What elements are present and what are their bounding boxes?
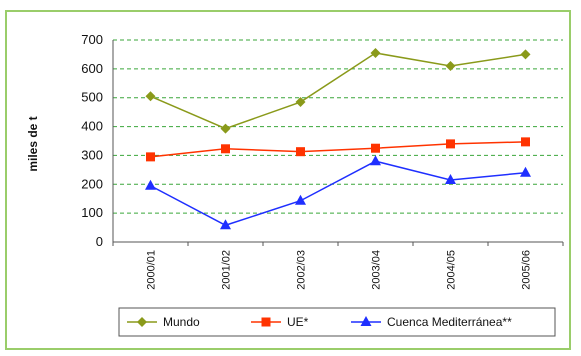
tick-labels: 0 100 200 300 400 500 600 700 2000/01 2001/02 2002… [81,32,532,290]
legend-label: Mundo [163,315,200,329]
data-point [446,139,455,149]
legend-item: Cuenca Mediterránea** [351,315,512,329]
series-1 [145,47,531,134]
data-point [520,166,531,177]
y-tick-label: 300 [81,147,103,162]
y-tick-label: 0 [96,234,103,249]
series-line [150,160,526,227]
data-point [220,219,231,230]
line-chart: 0 100 200 300 400 500 600 700 2000/01 2001/02 2002… [26,32,564,337]
data-point [296,147,305,157]
x-tick-label: 2001/02 [221,250,233,290]
series-lines [145,47,531,230]
legend-box [118,307,556,337]
y-tick-label: 500 [81,90,103,105]
data-point [145,91,156,102]
legend-item: Mundo [127,315,200,329]
y-tick-label: 600 [81,61,103,76]
legend-marker [261,317,271,327]
data-point [521,137,530,147]
x-tick-label: 2000/01 [146,250,158,290]
data-point [520,49,531,60]
legend-marker [137,317,147,327]
y-tick-label: 100 [81,205,103,220]
series-line [150,52,526,130]
y-tick-label: 200 [81,176,103,191]
y-tick-label: 700 [81,32,103,47]
legend-marker [360,316,372,326]
chart-frame: 0 100 200 300 400 500 600 700 2000/01 2001/02 2002… [5,10,571,350]
series-line [150,141,526,158]
x-tick-label: 2005/06 [521,250,533,290]
legend: Mundo UE* Cuenca Mediterránea** [118,307,556,337]
data-point [370,155,381,166]
legend-item: UE* [251,315,309,329]
data-point [445,60,456,71]
data-point [220,123,231,134]
axes [112,40,564,246]
y-tick-label: 400 [81,119,103,134]
grid-lines [113,39,563,214]
x-tick-label: 2002/03 [296,250,308,290]
series-2 [146,137,530,162]
x-tick-label: 2004/05 [446,250,458,290]
series-3 [145,155,531,230]
data-point [146,152,155,162]
x-tick-label: 2003/04 [371,250,383,290]
legend-label: UE* [287,315,309,329]
y-axis-label: miles de t [26,116,40,171]
data-point [370,47,381,58]
data-point [145,179,156,190]
data-point [221,144,230,154]
data-point [371,143,380,153]
data-point [295,97,306,108]
legend-label: Cuenca Mediterránea** [387,315,512,329]
data-point [445,173,456,184]
data-point [295,194,306,205]
